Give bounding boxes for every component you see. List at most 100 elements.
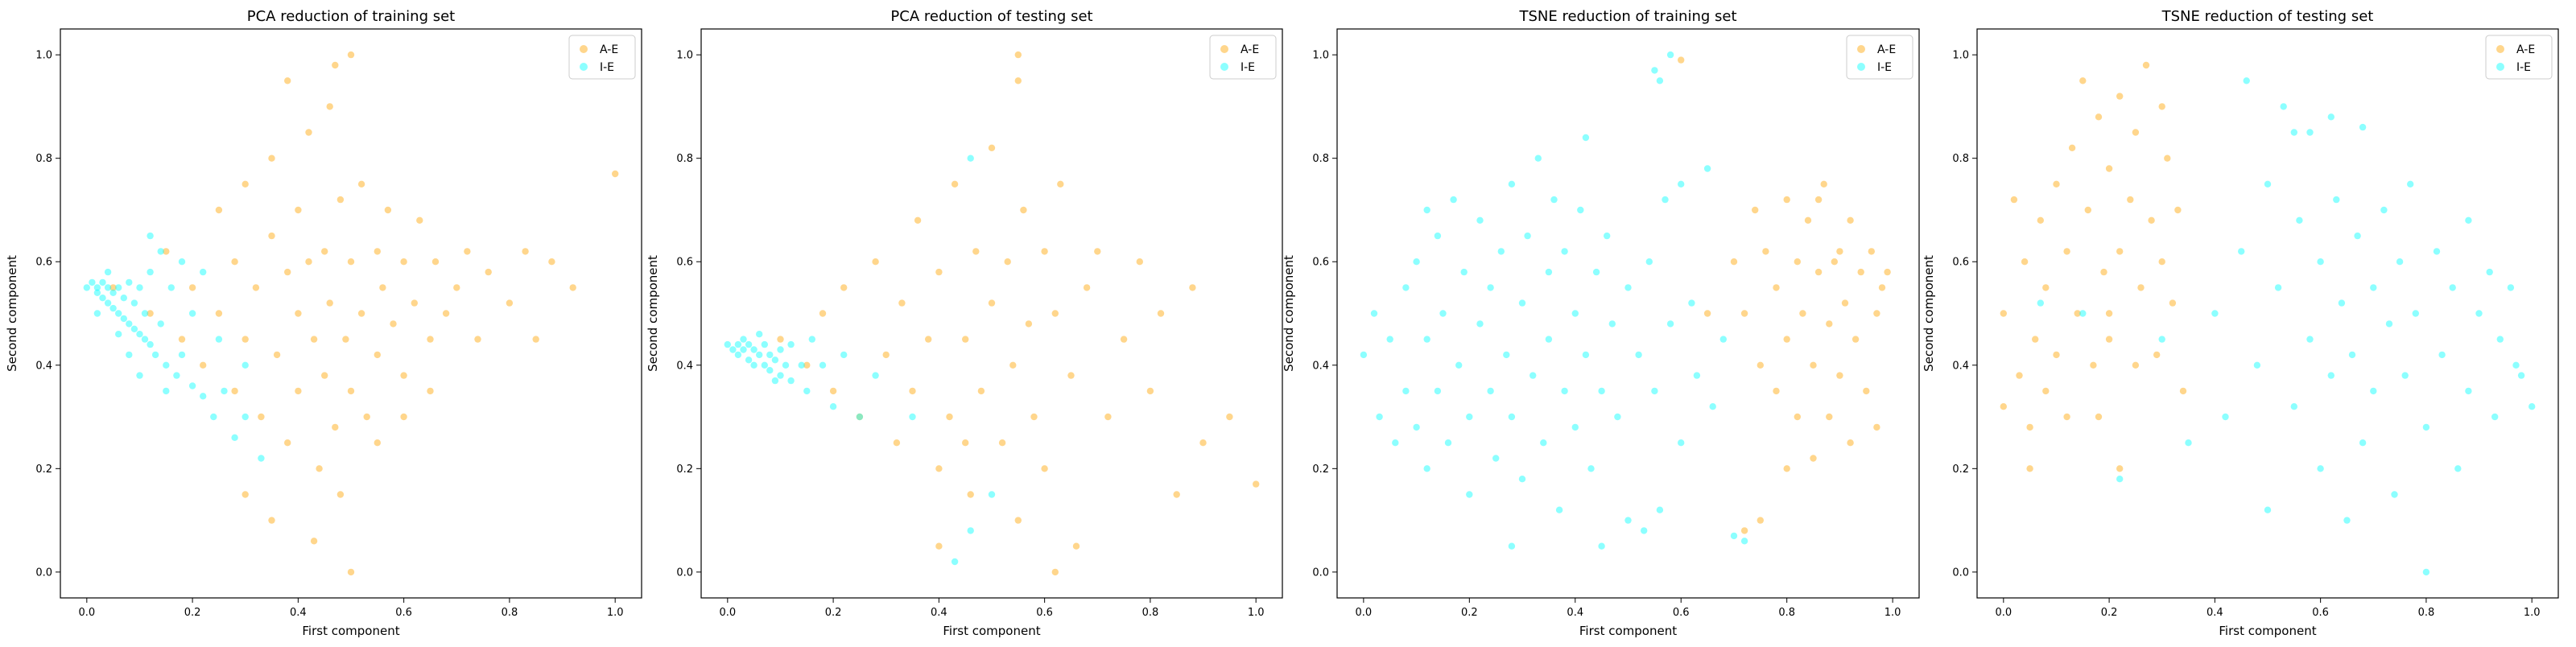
- x-tick-label: 1.0: [607, 607, 624, 619]
- x-axis-label: First component: [2219, 624, 2316, 638]
- y-tick-label: 0.4: [1952, 360, 1969, 372]
- data-point-a-e: [336, 491, 345, 498]
- data-point-a-e: [332, 61, 339, 69]
- data-point-a-e: [829, 387, 837, 395]
- data-point-i-e: [104, 299, 112, 307]
- data-point-i-e: [2333, 196, 2340, 204]
- data-point-i-e: [724, 340, 731, 348]
- data-point-a-e: [893, 439, 901, 447]
- data-point-i-e: [163, 361, 170, 369]
- data-point-a-e: [2095, 113, 2103, 121]
- data-point-a-e: [1030, 413, 1038, 421]
- data-point-a-e: [464, 248, 471, 255]
- legend-box: [2485, 35, 2553, 80]
- data-point-i-e: [2496, 336, 2504, 343]
- data-point-i-e: [1455, 361, 1463, 369]
- data-point-i-e: [1719, 336, 1727, 343]
- data-point-a-e: [326, 103, 333, 110]
- data-point-a-e: [962, 439, 969, 447]
- data-point-a-e: [2116, 248, 2124, 255]
- data-point-a-e: [2105, 165, 2113, 172]
- data-point-i-e: [740, 346, 747, 353]
- x-tick-label: 0.2: [1461, 607, 1478, 619]
- data-point-i-e: [1466, 491, 1473, 498]
- data-point-i-e: [173, 372, 180, 379]
- data-point-a-e: [357, 310, 365, 317]
- legend-label: A-E: [1241, 43, 1259, 56]
- legend-label: A-E: [2516, 43, 2535, 56]
- data-point-a-e: [427, 387, 434, 395]
- data-point-i-e: [126, 351, 133, 359]
- data-point-i-e: [2306, 336, 2314, 343]
- data-point-a-e: [178, 336, 186, 343]
- legend-box: [568, 35, 636, 80]
- data-point-a-e: [2010, 196, 2018, 204]
- data-point-i-e: [1534, 155, 1542, 162]
- data-point-a-e: [1004, 258, 1011, 266]
- data-point-a-e: [2158, 103, 2165, 110]
- data-point-i-e: [2037, 299, 2044, 307]
- data-point-a-e: [2174, 206, 2182, 214]
- x-tick-label: 1.0: [1248, 607, 1265, 619]
- data-point-i-e: [2491, 413, 2499, 421]
- legend-marker-i-e: [1857, 63, 1865, 71]
- data-point-a-e: [332, 423, 339, 431]
- data-point-a-e: [1847, 216, 1854, 224]
- data-point-i-e: [782, 361, 790, 369]
- data-point-i-e: [1693, 372, 1701, 379]
- x-tick-label: 0.0: [1995, 607, 2012, 619]
- data-point-i-e: [2391, 491, 2398, 498]
- data-point-i-e: [1651, 67, 1658, 74]
- data-point-a-e: [1857, 268, 1864, 276]
- legend: A-E I-E: [1209, 35, 1277, 80]
- data-point-a-e: [215, 206, 223, 214]
- data-point-a-e: [474, 336, 481, 343]
- data-point-i-e: [1508, 542, 1516, 550]
- data-point-a-e: [273, 351, 281, 359]
- data-point-a-e: [777, 336, 784, 343]
- data-point-a-e: [258, 413, 265, 421]
- data-point-i-e: [1688, 299, 1695, 307]
- data-point-a-e: [935, 542, 943, 550]
- data-point-a-e: [374, 351, 381, 359]
- data-point-i-e: [1508, 180, 1516, 188]
- data-point-i-e: [1587, 465, 1595, 472]
- data-point-a-e: [347, 387, 355, 395]
- data-point-i-e: [104, 284, 112, 291]
- data-point-i-e: [734, 340, 742, 348]
- data-point-i-e: [1460, 268, 1468, 276]
- data-point-i-e: [99, 295, 106, 302]
- data-point-a-e: [321, 372, 328, 379]
- data-point-i-e: [1555, 506, 1563, 513]
- chart-panel-3: 0.0 0.2 0.4 0.6 0.8 1.0 0.0 0.2 0.4 0.6 0.8 1.0 TSNE…: [1282, 8, 1920, 638]
- data-point-i-e: [157, 320, 164, 328]
- data-point-a-e: [988, 299, 996, 307]
- data-point-a-e: [1831, 258, 1838, 266]
- data-point-a-e: [200, 361, 207, 369]
- data-point-i-e: [115, 284, 122, 291]
- data-point-i-e: [803, 387, 811, 395]
- data-point-a-e: [400, 413, 407, 421]
- data-point-a-e: [1814, 268, 1823, 276]
- data-point-i-e: [126, 320, 133, 328]
- data-point-i-e: [1662, 196, 1669, 204]
- data-point-i-e: [2465, 216, 2472, 224]
- data-point-i-e: [200, 393, 207, 400]
- data-point-a-e: [342, 336, 349, 343]
- data-point-i-e: [1434, 232, 1442, 240]
- data-point-i-e: [2290, 129, 2297, 136]
- data-point-a-e: [2142, 61, 2150, 69]
- data-point-i-e: [130, 325, 138, 332]
- data-point-a-e: [305, 129, 312, 136]
- data-point-a-e: [400, 258, 407, 266]
- data-point-i-e: [787, 340, 795, 348]
- data-point-i-e: [215, 336, 223, 343]
- data-point-i-e: [1466, 413, 1473, 421]
- data-point-a-e: [1014, 51, 1022, 59]
- data-point-i-e: [988, 491, 996, 498]
- data-point-i-e: [2280, 103, 2287, 110]
- data-point-i-e: [188, 382, 196, 389]
- data-point-a-e: [1826, 413, 1833, 421]
- x-tick-label: 0.8: [1142, 607, 1159, 619]
- data-point-i-e: [1582, 134, 1590, 142]
